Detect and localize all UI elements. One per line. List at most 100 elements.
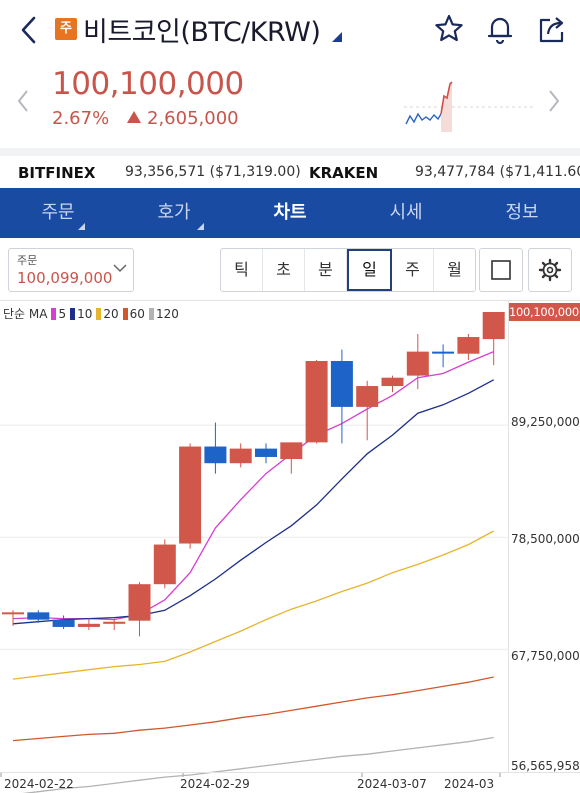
exchange-price: 93,356,571 ($71,319.00) bbox=[125, 164, 301, 180]
candle bbox=[305, 359, 328, 444]
candle bbox=[179, 443, 202, 549]
y-axis-label: 67,750,000 bbox=[511, 649, 580, 663]
candle-body bbox=[52, 619, 75, 627]
chevron-down-icon bbox=[113, 264, 127, 273]
candle bbox=[229, 443, 252, 468]
separator bbox=[0, 148, 580, 156]
main-tabs: 주문 호가 차트 시세 정보 bbox=[0, 188, 580, 238]
period-selector: 틱 초 분 일 주 월 bbox=[220, 248, 476, 292]
candle-body bbox=[457, 337, 480, 354]
candle bbox=[457, 333, 480, 360]
candle bbox=[128, 582, 151, 637]
legend-swatch bbox=[96, 308, 102, 320]
candle-body bbox=[103, 621, 126, 624]
legend-ma120: 120 bbox=[155, 307, 179, 321]
candle-body bbox=[77, 623, 100, 627]
coin-title[interactable]: 비트코인(BTC/KRW) bbox=[83, 17, 321, 48]
tab-order[interactable]: 주문 bbox=[41, 202, 75, 223]
legend-prefix: 단순 MA bbox=[3, 307, 48, 321]
order-price-select[interactable]: 주문 100,099,000 bbox=[8, 248, 134, 292]
candle-body bbox=[179, 446, 202, 544]
ma10-line bbox=[12, 379, 495, 625]
candlestick-chart[interactable]: 단순 MA 5 10 20 60 120 100,100,000 89,250,000 7… bbox=[0, 300, 580, 793]
settings-button[interactable] bbox=[528, 248, 572, 292]
candle-body bbox=[255, 448, 277, 457]
share-icon[interactable] bbox=[536, 12, 568, 46]
gear-icon bbox=[538, 258, 562, 282]
chart-canvas[interactable] bbox=[0, 300, 580, 793]
candle bbox=[2, 610, 24, 626]
bell-icon[interactable] bbox=[484, 12, 516, 46]
mini-sparkline[interactable] bbox=[404, 74, 534, 132]
candle bbox=[204, 422, 227, 474]
legend-swatch bbox=[51, 308, 57, 320]
candle-body bbox=[305, 361, 328, 443]
ma120-line bbox=[22, 736, 494, 793]
candle-body bbox=[381, 377, 404, 387]
candle bbox=[330, 349, 353, 444]
candle-body bbox=[153, 544, 176, 585]
legend-ma10: 10 bbox=[77, 307, 93, 321]
tab-chart[interactable]: 차트 bbox=[273, 202, 307, 223]
candle-body bbox=[229, 448, 252, 464]
candle bbox=[77, 618, 100, 631]
prev-coin-icon[interactable] bbox=[16, 88, 30, 114]
candle-body bbox=[330, 361, 353, 407]
y-axis-label: 89,250,000 bbox=[511, 415, 580, 429]
ma60-line bbox=[12, 676, 494, 742]
legend-ma60: 60 bbox=[129, 307, 145, 321]
candle-body bbox=[204, 446, 227, 464]
candle-body bbox=[406, 351, 429, 376]
candle bbox=[280, 442, 303, 474]
current-price: 100,100,000 bbox=[52, 66, 244, 102]
tab-orderbook[interactable]: 호가 bbox=[157, 202, 191, 223]
tab-market[interactable]: 시세 bbox=[389, 202, 423, 223]
change-amount: 2,605,000 bbox=[127, 108, 239, 129]
title-dropdown-icon[interactable] bbox=[332, 32, 342, 42]
period-second[interactable]: 초 bbox=[263, 249, 305, 291]
candle-body bbox=[482, 312, 505, 340]
back-chevron-icon[interactable] bbox=[14, 12, 46, 48]
period-month[interactable]: 월 bbox=[447, 260, 462, 279]
period-day[interactable]: 일 bbox=[347, 249, 392, 291]
current-price-tag: 100,100,000 bbox=[509, 303, 580, 321]
candle bbox=[482, 312, 505, 366]
ma5-line bbox=[12, 350, 494, 621]
period-tick[interactable]: 틱 bbox=[221, 249, 263, 291]
order-select-label: 주문 bbox=[17, 254, 38, 267]
star-icon[interactable] bbox=[433, 12, 465, 46]
exchange-price: 93,477,784 ($71,411.60) bbox=[415, 164, 580, 180]
y-axis-label: 78,500,000 bbox=[511, 532, 580, 546]
x-axis-label: 2024-02-29 bbox=[180, 777, 250, 791]
x-axis-label: 2024-03 bbox=[444, 777, 495, 791]
tab-info[interactable]: 정보 bbox=[505, 202, 539, 223]
y-axis-label: 56,565,958 bbox=[511, 759, 580, 773]
header: 주 비트코인(BTC/KRW) bbox=[0, 0, 580, 60]
order-select-value: 100,099,000 bbox=[17, 269, 113, 287]
x-axis-label: 2024-02-22 bbox=[4, 777, 74, 791]
period-week[interactable]: 주 bbox=[392, 249, 434, 291]
candle bbox=[153, 539, 176, 589]
period-minute[interactable]: 분 bbox=[305, 249, 347, 291]
candle-body bbox=[356, 386, 379, 407]
exchange-name: KRAKEN bbox=[309, 164, 379, 182]
chart-toolbar: 주문 100,099,000 틱 초 분 일 주 월 bbox=[0, 238, 580, 300]
legend-ma20: 20 bbox=[103, 307, 119, 321]
price-summary: 100,100,000 2.67% 2,605,000 bbox=[0, 60, 580, 148]
legend-swatch bbox=[122, 308, 128, 320]
change-percent: 2.67% bbox=[52, 108, 110, 129]
fullscreen-button[interactable] bbox=[479, 248, 523, 292]
candle-body bbox=[27, 612, 50, 620]
candle bbox=[27, 610, 50, 623]
dropdown-icon bbox=[78, 223, 85, 230]
up-triangle-icon bbox=[127, 111, 141, 123]
candle bbox=[356, 380, 379, 441]
candle-body bbox=[128, 584, 151, 621]
x-axis-label: 2024-03-07 bbox=[357, 777, 427, 791]
ma-legend: 단순 MA 5 10 20 60 120 bbox=[3, 305, 179, 322]
exchange-prices: BITFINEX 93,356,571 ($71,319.00) KRAKEN … bbox=[0, 156, 580, 188]
candle bbox=[52, 615, 75, 630]
legend-swatch bbox=[70, 308, 76, 320]
candle-body bbox=[2, 612, 24, 615]
next-coin-icon[interactable] bbox=[547, 88, 561, 114]
